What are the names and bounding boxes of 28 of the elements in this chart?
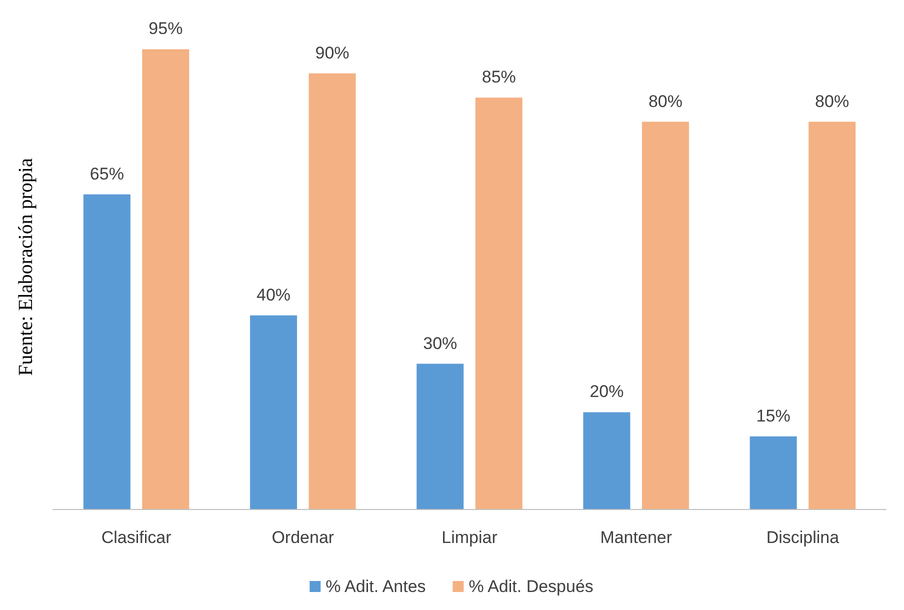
x-tick-label: Disciplina	[766, 528, 840, 547]
data-label: 80%	[815, 92, 850, 111]
legend-label: % Adit. Antes	[326, 577, 426, 596]
data-label: 80%	[648, 92, 682, 111]
x-tick-label: Clasificar	[101, 528, 172, 547]
data-label: 20%	[590, 382, 624, 402]
data-label: 65%	[90, 164, 124, 184]
y-axis-title: Fuente: Elaboración propia	[15, 158, 37, 376]
data-label: 30%	[423, 334, 458, 353]
bar	[475, 98, 522, 509]
x-tick-label: Limpiar	[442, 528, 498, 547]
bar	[808, 122, 856, 509]
data-label: 95%	[148, 19, 183, 38]
bar	[750, 436, 797, 509]
bar	[250, 315, 298, 509]
x-tick-label: Mantener	[600, 528, 672, 547]
bar	[583, 412, 630, 509]
bar	[83, 194, 130, 509]
data-label: 40%	[256, 285, 291, 304]
bar	[308, 73, 356, 509]
data-label: 15%	[756, 406, 790, 426]
bar	[416, 364, 464, 509]
data-label: 85%	[482, 68, 516, 87]
x-tick-label: Ordenar	[272, 528, 334, 547]
data-label: 90%	[315, 43, 350, 62]
bar	[642, 122, 689, 509]
bar	[142, 49, 190, 509]
legend-label: % Adit. Después	[468, 577, 594, 596]
